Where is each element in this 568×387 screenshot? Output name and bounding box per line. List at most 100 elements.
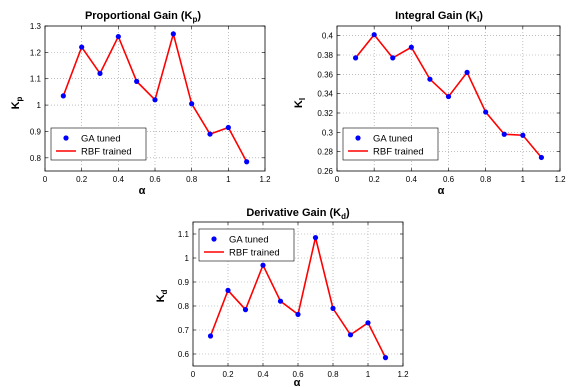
data-point-ga-tuned	[115, 33, 121, 40]
legend: GA tuned RBF trained	[342, 127, 439, 161]
data-point-ga-tuned	[352, 55, 359, 61]
data-point-ga-tuned	[312, 235, 319, 241]
data-point-ga-tuned	[371, 32, 377, 38]
x-tick-label: 1.2	[259, 175, 271, 184]
data-point-ga-tuned	[538, 154, 545, 161]
chart-title: Derivative Gain (Kd)	[246, 207, 350, 221]
legend-marker-ga-tuned	[355, 135, 361, 141]
legend-label: GA tuned	[373, 134, 413, 145]
y-axis-label: Kp	[10, 96, 24, 109]
x-tick-label: 0.6	[149, 175, 161, 184]
chart-title: Proportional Gain (Kp)	[85, 10, 201, 24]
legend-box	[50, 127, 147, 161]
data-point-ga-tuned	[390, 55, 396, 61]
data-point-ga-tuned	[244, 159, 250, 165]
x-tick-label: 0	[191, 370, 196, 379]
data-point-ga-tuned	[501, 131, 507, 137]
y-tick-label: 0.6	[178, 350, 190, 359]
x-tick-label: 0	[335, 175, 340, 184]
y-tick-label: 0.9	[178, 278, 190, 287]
legend-box	[342, 127, 439, 161]
y-tick-label: 0.38	[317, 51, 333, 60]
x-tick-label: 0.2	[369, 175, 381, 184]
legend-box	[198, 228, 295, 262]
y-tick-label: 1.3	[30, 22, 42, 31]
y-tick-label: 0.3	[322, 128, 334, 137]
y-tick-label: 0.4	[322, 32, 334, 41]
data-point-ga-tuned	[170, 31, 176, 37]
y-tick-label: 0.9	[30, 127, 42, 136]
y-axis-label: KI	[293, 98, 307, 108]
legend-label: GA tuned	[81, 134, 121, 145]
data-point-ga-tuned	[330, 305, 336, 311]
data-point-ga-tuned	[408, 44, 414, 50]
y-axis-label: Kd	[155, 289, 169, 302]
derivative-gain-chart: Derivative Gain (Kd) Kd α 0 0.2 0.4 0.6 0.8 1…	[155, 207, 409, 387]
x-axis-label: α	[139, 185, 146, 197]
x-tick-label: 0.8	[480, 175, 492, 184]
data-point-ga-tuned	[295, 311, 301, 317]
data-point-ga-tuned	[483, 109, 489, 115]
y-tick-label: 1.2	[30, 48, 42, 57]
legend-marker-ga-tuned	[211, 236, 217, 242]
legend-label: RBF trained	[81, 147, 132, 158]
x-tick-label: 1.2	[554, 175, 566, 184]
integral-gain-chart: Integral Gain (KI) KI α 0 0.2 0.4 0.6 0.8 1 1.…	[293, 10, 566, 197]
x-tick-label: 0.4	[257, 370, 269, 379]
x-tick-label: 0.6	[292, 370, 304, 379]
y-tick-label: 1	[185, 254, 190, 263]
x-tick-label: 0.8	[327, 370, 339, 379]
x-axis-label: α	[438, 185, 445, 197]
chart-title: Integral Gain (KI)	[395, 10, 483, 24]
data-point-ga-tuned	[445, 93, 452, 100]
data-point-ga-tuned	[225, 287, 231, 293]
data-point-ga-tuned	[97, 70, 103, 77]
proportional-gain-chart: Proportional Gain (Kp) Kp α 0 0.2 0.4 0.6 0.…	[10, 10, 271, 197]
x-tick-label: 1	[366, 370, 371, 379]
x-axis-label: α	[294, 377, 301, 387]
x-tick-label: 1	[521, 175, 526, 184]
y-tick-label: 1.1	[178, 230, 190, 239]
y-tick-label: 0.34	[317, 90, 333, 99]
y-tick-label: 0.32	[317, 109, 333, 118]
data-point-ga-tuned	[242, 307, 249, 313]
data-point-ga-tuned	[427, 76, 433, 82]
x-tick-label: 0	[43, 175, 48, 184]
data-point-ga-tuned	[60, 93, 66, 99]
x-tick-label: 0.4	[406, 175, 418, 184]
data-point-ga-tuned	[134, 78, 140, 84]
data-point-ga-tuned	[207, 333, 214, 339]
y-tick-label: 0.36	[317, 70, 333, 79]
y-tick-label: 1	[37, 101, 42, 110]
y-tick-label: 1.1	[30, 75, 42, 84]
data-point-ga-tuned	[277, 298, 284, 304]
legend-label: RBF trained	[373, 147, 424, 158]
data-point-ga-tuned	[79, 44, 85, 50]
data-point-ga-tuned	[152, 97, 158, 103]
data-point-ga-tuned	[189, 101, 195, 107]
y-tick-label: 0.8	[178, 302, 190, 311]
x-tick-label: 1	[226, 175, 231, 184]
data-point-ga-tuned	[365, 320, 371, 326]
x-tick-label: 0.4	[113, 175, 125, 184]
legend: GA tuned RBF trained	[50, 127, 147, 161]
legend-label: RBF trained	[229, 248, 280, 259]
y-tick-label: 0.7	[178, 326, 190, 335]
y-tick-label: 0.28	[317, 148, 333, 157]
data-point-ga-tuned	[207, 131, 213, 137]
legend-marker-ga-tuned	[63, 135, 69, 141]
data-point-ga-tuned	[260, 262, 266, 268]
x-tick-label: 0.2	[76, 175, 88, 184]
x-tick-label: 0.2	[222, 370, 234, 379]
data-point-ga-tuned	[464, 69, 470, 75]
legend-label: GA tuned	[229, 235, 269, 246]
data-point-ga-tuned	[382, 355, 389, 361]
y-tick-label: 0.8	[30, 154, 42, 163]
legend: GA tuned RBF trained	[198, 228, 295, 262]
data-point-ga-tuned	[225, 124, 231, 131]
x-tick-label: 1.2	[397, 370, 409, 379]
y-tick-label: 0.26	[317, 167, 333, 176]
data-point-ga-tuned	[520, 132, 526, 138]
data-point-ga-tuned	[347, 332, 354, 338]
